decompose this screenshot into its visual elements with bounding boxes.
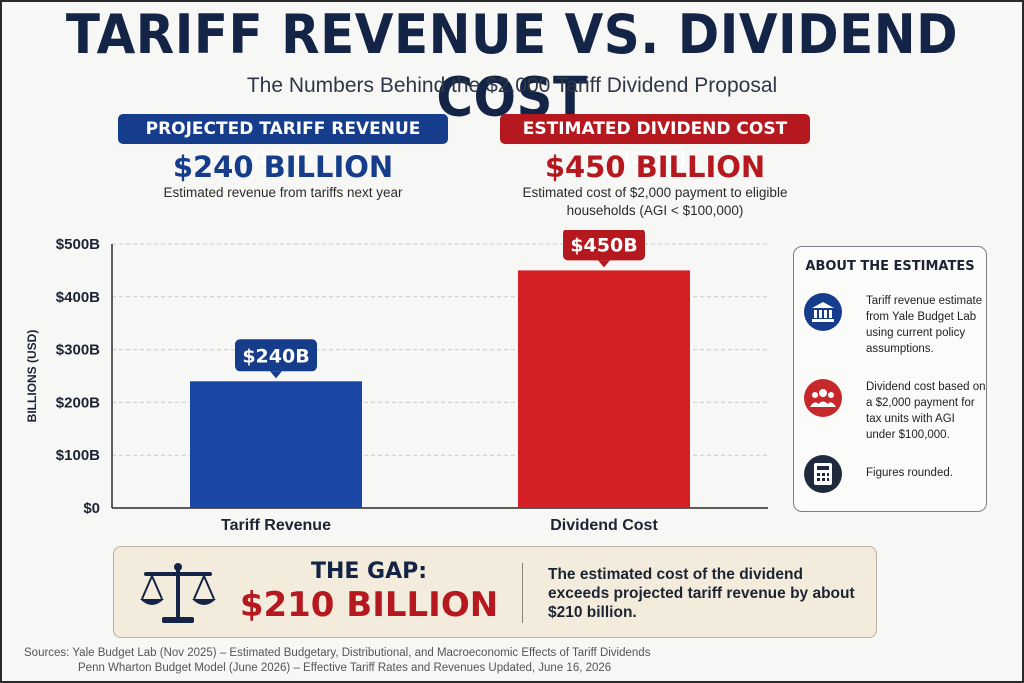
gap-callout: THE GAP: $210 BILLION The estimated cost… [113, 546, 877, 638]
scales-icon [138, 561, 218, 630]
revenue-label-pill: PROJECTED TARIFF REVENUE (2026) [118, 114, 448, 169]
revenue-value: $240 BILLION [172, 150, 394, 184]
about-estimates-panel: ABOUT THE ESTIMATES Tariff revenue estim… [793, 246, 987, 512]
x-category-label: Dividend Cost [550, 517, 658, 534]
cost-label-pill: ESTIMATED DIVIDEND COST (2026) [500, 114, 810, 169]
y-tick-label: $200B [56, 394, 100, 411]
data-label: $450B [570, 234, 637, 256]
data-label-pointer [598, 260, 610, 268]
gap-label: THE GAP: [310, 559, 428, 584]
cost-value: $450 BILLION [544, 150, 766, 184]
page-subtitle: The Numbers Behind the $2,000 Tariff Div… [246, 74, 778, 97]
cost-note: Estimated cost of $2,000 payment to elig… [522, 185, 788, 218]
about-item-text: Tariff revenue estimate from Yale Budget… [866, 295, 983, 355]
y-tick-label: $400B [56, 289, 100, 306]
people-icon [804, 379, 842, 417]
about-item-text: Figures rounded. [866, 467, 953, 479]
bar [190, 381, 362, 508]
bar-chart: BILLIONS (USD) $0 $100B $200B $300B $400B $500… [25, 230, 768, 534]
y-tick-label: $100B [56, 447, 100, 464]
calculator-icon [804, 455, 842, 493]
source-line: Penn Wharton Budget Model (June 2026) – … [78, 662, 612, 674]
gap-divider [522, 563, 523, 623]
data-label-pointer [270, 371, 282, 379]
bank-icon [804, 293, 842, 331]
page-title: TARIFF REVENUE VS. DIVIDEND COST [65, 3, 959, 129]
data-label-badge [235, 339, 317, 372]
gap-description: The estimated cost of the dividend excee… [548, 566, 855, 621]
y-axis-label: BILLIONS (USD) [25, 330, 39, 423]
revenue-note: Estimated revenue from tariffs next year [163, 185, 403, 200]
sources-footer: Sources: Yale Budget Lab (Nov 2025) – Es… [24, 646, 650, 676]
x-category-label: Tariff Revenue [221, 517, 331, 534]
about-title: ABOUT THE ESTIMATES [805, 259, 975, 274]
source-line: Sources: Yale Budget Lab (Nov 2025) – Es… [24, 647, 651, 659]
about-item-text: Dividend cost based on a $2,000 payment … [866, 381, 986, 441]
y-tick-label: $500B [56, 236, 100, 253]
gap-value: $210 BILLION [239, 585, 499, 625]
y-tick-label: $300B [56, 342, 100, 359]
data-label-badge [563, 230, 645, 261]
bar [518, 270, 690, 508]
y-tick-label: $0 [83, 500, 100, 517]
data-label: $240B [242, 345, 309, 367]
